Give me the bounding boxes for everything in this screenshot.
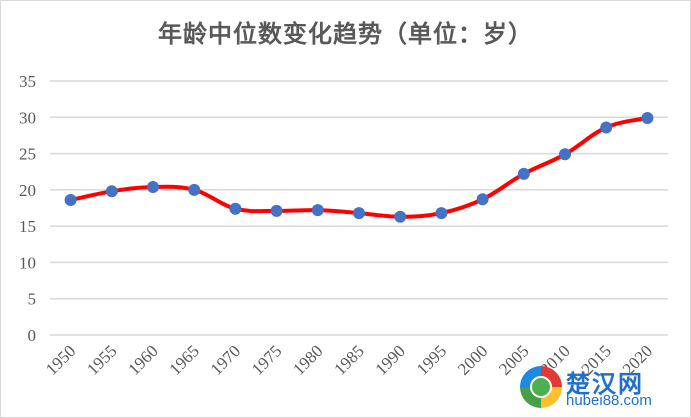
globe-logo-icon (520, 366, 562, 408)
x-tick-label: 1950 (42, 341, 79, 378)
data-point (353, 207, 365, 220)
x-tick-label: 1990 (372, 341, 409, 378)
watermark: 楚汉网 hubei88.com (518, 362, 683, 412)
y-tick-label: 25 (19, 145, 36, 164)
x-tick-label: 1975 (248, 341, 285, 378)
chart-title: 年龄中位数变化趋势（单位：岁） (158, 20, 533, 48)
data-line (68, 116, 650, 219)
x-tick-label: 1960 (124, 341, 161, 378)
y-axis-ticks: 0 5 10 15 20 25 30 35 (19, 72, 36, 345)
data-point (64, 194, 77, 207)
data-point (600, 121, 613, 134)
y-tick-label: 35 (19, 72, 36, 91)
x-tick-label: 1980 (289, 341, 326, 378)
x-tick-label: 1955 (83, 341, 120, 378)
data-point (394, 210, 407, 223)
watermark-text: 楚汉网 (566, 370, 644, 398)
x-tick-label: 1965 (166, 341, 203, 378)
data-point (105, 185, 118, 198)
data-point (270, 204, 283, 217)
data-point (641, 112, 654, 125)
data-point (559, 148, 571, 161)
y-tick-label: 5 (28, 290, 37, 309)
y-tick-label: 20 (19, 181, 36, 200)
x-tick-label: 2000 (454, 341, 491, 378)
y-tick-label: 30 (19, 108, 36, 127)
data-markers (64, 112, 654, 223)
data-point (435, 207, 448, 220)
watermark-url: hubei88.com (566, 392, 652, 409)
x-tick-label: 1970 (207, 341, 244, 378)
x-tick-label: 1985 (330, 341, 367, 378)
y-tick-label: 15 (19, 217, 36, 236)
data-point (147, 180, 159, 193)
data-point (188, 183, 201, 196)
y-tick-label: 10 (19, 253, 36, 272)
x-tick-label: 1995 (413, 341, 450, 378)
data-point (229, 202, 242, 215)
data-point (311, 204, 324, 217)
data-point (476, 193, 489, 206)
data-point (517, 167, 530, 180)
y-tick-label: 0 (28, 326, 37, 345)
